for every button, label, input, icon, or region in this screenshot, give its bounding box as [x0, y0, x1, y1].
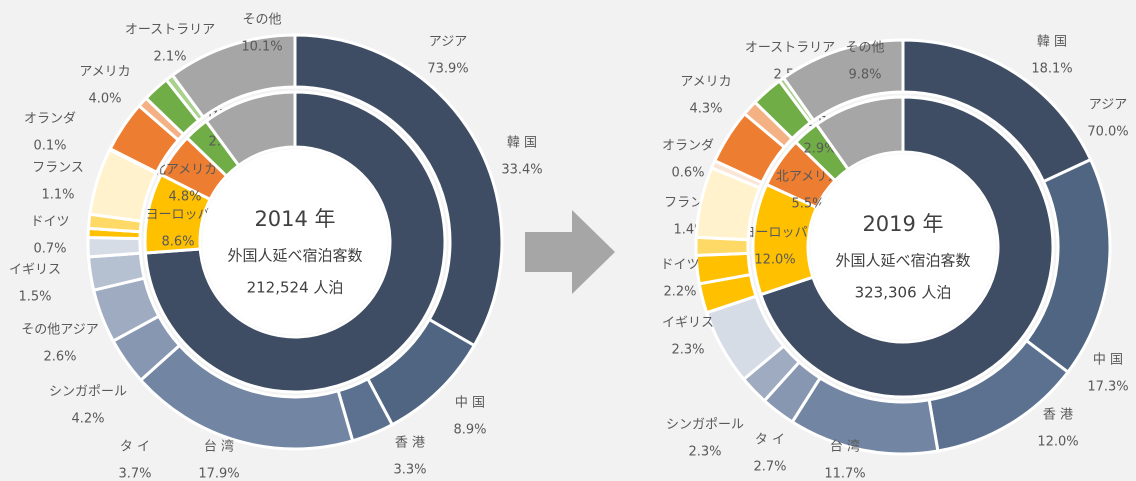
segment-label: オーストラリア — [745, 41, 835, 56]
segment-value: 17.9% — [198, 467, 239, 481]
segment-value: 1.1% — [41, 188, 74, 203]
segment-label: その他アジア — [21, 323, 98, 338]
donut-hole — [202, 149, 388, 335]
segment-label: 台 湾 — [830, 439, 860, 455]
segment-value: 2.6% — [43, 350, 76, 365]
segment-value: 11.7% — [824, 467, 865, 481]
segment-label: イギリス — [662, 316, 714, 331]
segment-label: 北アメリカ — [153, 163, 217, 178]
center-subtitle: 外国人延べ宿泊客数 — [227, 247, 362, 265]
segment-value: 2.3% — [671, 343, 704, 358]
segment-value: 3.7% — [118, 467, 151, 481]
donut-segment — [143, 90, 447, 394]
segment-label: アメリカ — [680, 75, 731, 90]
segment-value: 0.6% — [671, 166, 704, 181]
segment-label: フランス — [32, 161, 84, 176]
segment-value: 4.0% — [88, 92, 121, 107]
segment-label: ドイツ — [660, 258, 699, 273]
segment-label: 韓 国 — [507, 136, 537, 151]
segment-label: 中 国 — [1093, 353, 1123, 368]
center-title: 2014 年 — [254, 207, 335, 231]
segment-label: その他 — [845, 41, 884, 56]
segment-label: 韓 国 — [1037, 35, 1067, 50]
donut-segment — [293, 33, 504, 348]
segment-value: 4.8% — [168, 190, 201, 205]
segment-value: 9.8% — [848, 68, 881, 83]
segment-value: 12.0% — [754, 253, 795, 268]
segment-value: 4.3% — [689, 102, 722, 117]
donut-segment — [86, 235, 143, 259]
center-total: 212,524 人泊 — [247, 279, 344, 297]
segment-label: タ イ — [755, 433, 785, 448]
segment-label: ドイツ — [30, 215, 69, 230]
segment-label: タ イ — [120, 440, 150, 455]
segment-label: 台 湾 — [204, 439, 234, 455]
segment-label: アジア — [429, 35, 467, 50]
segment-label: 香 港 — [1043, 408, 1073, 423]
segment-value: 33.4% — [501, 163, 542, 178]
segment-value: 2.3% — [688, 445, 721, 460]
center-title: 2019 年 — [862, 212, 943, 236]
segment-value: 12.0% — [1037, 435, 1078, 450]
segment-value: 2.2% — [663, 285, 696, 300]
donut-segment — [814, 95, 905, 172]
segment-value: 17.3% — [1087, 380, 1128, 395]
segment-label: 北アメリカ — [776, 170, 840, 185]
segment-label: ヨーロッパ — [145, 208, 210, 223]
segment-value: 4.2% — [71, 412, 104, 427]
center-subtitle: 外国人延べ宿泊客数 — [835, 252, 970, 270]
segment-label: オーストラリア — [125, 23, 215, 38]
segment-value: 73.9% — [427, 62, 468, 77]
segment-label: 中 国 — [455, 396, 485, 411]
segment-label: シンガポール — [666, 418, 744, 433]
segment-label: アジア — [1089, 98, 1127, 113]
segment-label: イギリス — [9, 263, 61, 278]
segment-value: 8.6% — [161, 235, 194, 250]
segment-label: アメリカ — [79, 65, 130, 80]
segment-value: 1.5% — [18, 290, 51, 305]
center-total: 323,306 人泊 — [855, 284, 952, 302]
donut-segment — [170, 33, 297, 120]
segment-label: オランダ — [662, 139, 714, 154]
segment-value: 70.0% — [1087, 125, 1128, 140]
arrow — [525, 210, 615, 294]
segment-value: 2.7% — [753, 460, 786, 475]
donut-segment — [781, 38, 905, 123]
segment-value: 8.9% — [453, 423, 486, 438]
segment-value: 2.9% — [803, 142, 836, 157]
segment-value: 10.1% — [241, 40, 282, 55]
segment-label: シンガポール — [49, 385, 127, 400]
segment-value: 3.3% — [393, 463, 426, 478]
segment-label: オランダ — [24, 112, 76, 127]
segment-value: 2.1% — [153, 50, 186, 65]
segment-value: 0.7% — [33, 242, 66, 257]
segment-label: その他 — [242, 13, 281, 28]
segment-value: 5.5% — [791, 197, 824, 212]
segment-label: ヨーロッパ — [742, 226, 807, 241]
donut-hole — [810, 154, 996, 340]
donut-segment — [758, 95, 1055, 399]
segment-label: 香 港 — [395, 436, 425, 451]
segment-value: 18.1% — [1031, 62, 1072, 77]
donut-segment — [204, 90, 297, 168]
segment-value: 0.1% — [33, 139, 66, 154]
